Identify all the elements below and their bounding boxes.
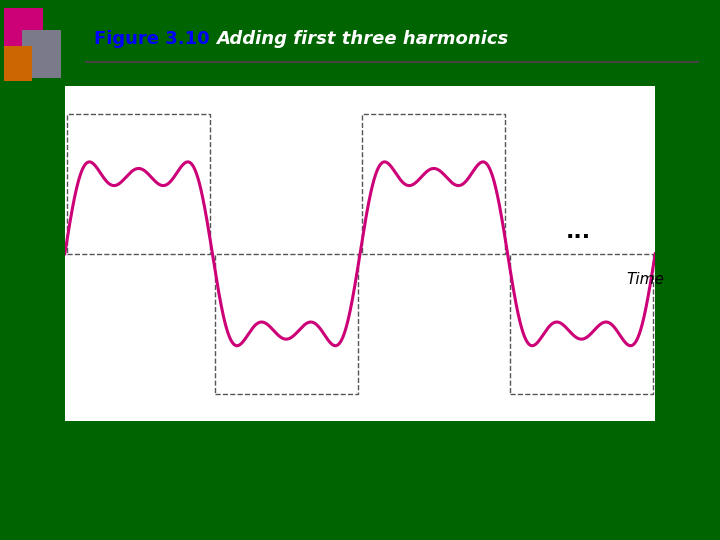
- Bar: [67, 114, 210, 254]
- Text: ...: ...: [566, 222, 591, 242]
- Bar: [215, 254, 358, 394]
- Text: Adding first three harmonics: Adding first three harmonics: [216, 30, 508, 48]
- Bar: [510, 254, 653, 394]
- Text: Time: Time: [626, 272, 664, 287]
- Text: Figure 3.10: Figure 3.10: [94, 30, 210, 48]
- Bar: [362, 114, 505, 254]
- Bar: [657, 114, 720, 254]
